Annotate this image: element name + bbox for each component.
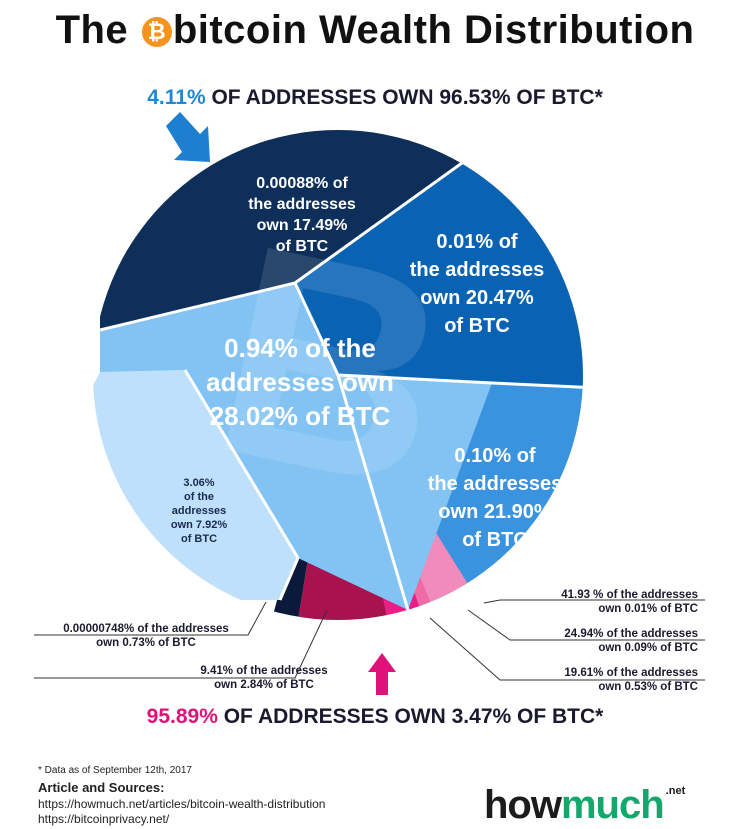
slice-label-8-line-1: of the [184,491,214,503]
arrow-down-right-icon [166,112,210,162]
slice-label-8-line-3: own 7.92% [171,519,227,531]
slice-label-8-line-2: addresses [172,505,226,517]
title-prefix: The [55,8,129,52]
source-link-bitcoinprivacy[interactable]: https://bitcoinprivacy.net/ [38,812,170,826]
slice-label-0-line-1: the addresses [248,196,356,213]
slice-label-9-line-0: 0.94% of the [224,333,376,363]
slice-label-2-line-3: of BTC [462,529,528,551]
slice-label-1-line-1: the addresses [410,259,545,281]
title-suffix: bitcoin Wealth Distribution [172,8,695,52]
headline-bottom-highlight: 95.89% [146,705,218,728]
headline-bottom-text: OF ADDRESSES OWN 3.47% OF BTC* [217,705,604,728]
bitcoin-icon: ₿ [141,17,172,47]
headline-top: 4.11% OF ADDRESSES OWN 96.53% OF BTC* [0,86,750,110]
slice-label-2-line-1: the addresses [428,473,563,495]
infographic-title: The ₿ bitcoin Wealth Distribution [0,8,750,53]
slice-label-4-line-1: own 0.09% of BTC [598,642,698,654]
slice-label-8-line-0: 3.06% [183,477,214,489]
headline-top-highlight: 4.11% [147,86,206,109]
headline-bottom: 95.89% OF ADDRESSES OWN 3.47% OF BTC* [0,705,750,729]
slice-label-2-line-0: 0.10% of [454,445,535,467]
arrow-up-icon [368,653,396,695]
slice-label-0-line-0: 0.00088% of [256,175,348,192]
slice-label-1-line-0: 0.01% of [436,231,517,253]
slice-label-0-line-3: of BTC [276,238,329,255]
logo-part2: much [560,783,665,827]
slice-label-3-line-0: 41.93 % of the addresses [561,589,698,601]
leader-lines [34,599,705,681]
slice-label-3-line-1: own 0.01% of BTC [598,603,698,615]
slice-label-9-line-2: 28.02% of BTC [210,401,391,431]
slice-label-7-line-0: 0.00000748% of the addresses [63,623,229,635]
slice-label-1-line-2: own 20.47% [420,287,534,309]
slice-label-6-line-1: own 2.84% of BTC [214,679,314,691]
slice-label-7-line-1: own 0.73% of BTC [96,637,196,649]
slice-label-9-line-1: addresses own [206,367,394,397]
slice-label-8-line-4: of BTC [181,533,217,545]
slice-label-5-line-1: own 0.53% of BTC [598,681,698,693]
slice-label-5-line-0: 19.61% of the addresses [564,667,698,679]
headline-top-text: OF ADDRESSES OWN 96.53% OF BTC* [205,86,603,109]
slice-label-2-line-2: own 21.90% [438,501,552,523]
slice-labels: 0.00088% of the addresses own 17.49% of BTC… [63,175,698,693]
sources-heading: Article and Sources: [38,780,165,795]
howmuch-logo: howmuch .net [484,783,685,828]
slice-label-0-line-2: own 17.49% [257,217,348,234]
logo-part1: how [484,783,562,827]
logo-tld: .net [665,785,686,797]
slice-label-1-line-3: of BTC [444,315,510,337]
pie-slice-9 [100,283,492,610]
data-date-note: * Data as of September 12th, 2017 [38,765,192,776]
slice-label-4-line-0: 24.94% of the addresses [564,628,698,640]
slice-label-6-line-0: 9.41% of the addresses [200,665,327,677]
source-link-howmuch[interactable]: https://howmuch.net/articles/bitcoin-wea… [38,797,326,811]
